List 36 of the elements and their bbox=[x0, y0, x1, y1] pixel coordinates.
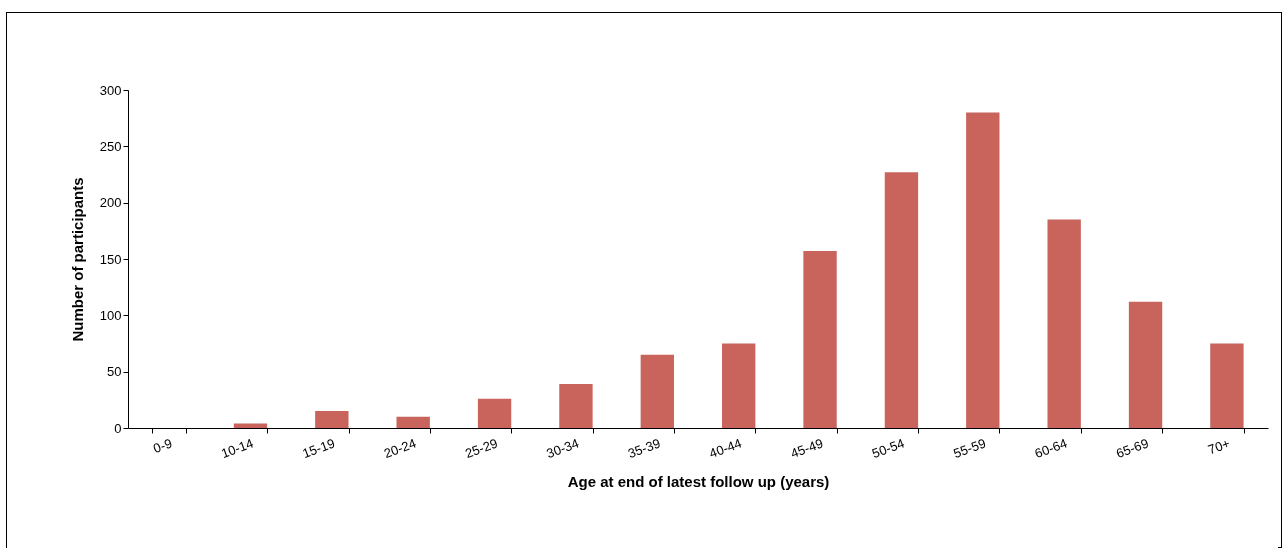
x-tick-label: 70+ bbox=[1205, 435, 1232, 458]
x-tick-label: 30-34 bbox=[544, 435, 581, 462]
x-tick-label: 50-54 bbox=[870, 435, 907, 462]
bar bbox=[477, 398, 512, 428]
x-tick-label: 20-24 bbox=[381, 435, 419, 462]
bar bbox=[640, 354, 674, 428]
x-tick-label: 25-29 bbox=[463, 435, 500, 462]
bar bbox=[233, 423, 268, 428]
bar bbox=[884, 172, 919, 428]
y-tick-label: 250 bbox=[99, 138, 122, 154]
x-tick-label: 10-14 bbox=[219, 435, 256, 462]
x-tick-label: 60-64 bbox=[1032, 435, 1070, 462]
bar bbox=[966, 112, 1000, 428]
bar bbox=[722, 343, 756, 428]
bar bbox=[315, 411, 349, 428]
bar bbox=[1210, 343, 1244, 428]
bar bbox=[1047, 219, 1081, 428]
y-tick-label: 50 bbox=[107, 364, 122, 380]
x-tick-label: 45-49 bbox=[788, 435, 825, 462]
x-axis-title: Age at end of latest follow up (years) bbox=[567, 473, 830, 491]
x-tick-label: 35-39 bbox=[625, 435, 663, 462]
y-tick-label: 300 bbox=[99, 82, 122, 98]
y-axis-title: Number of participants bbox=[68, 177, 86, 342]
bar bbox=[559, 384, 593, 428]
x-tick-label: 0-9 bbox=[151, 435, 175, 457]
x-tick-label: 15-19 bbox=[300, 435, 337, 462]
y-tick-label: 200 bbox=[99, 195, 122, 211]
x-tick-label: 40-44 bbox=[707, 435, 744, 462]
x-tick-label: 55-59 bbox=[951, 435, 988, 462]
y-tick-label: 100 bbox=[99, 307, 122, 323]
y-tick-label: 150 bbox=[99, 251, 122, 267]
bar bbox=[803, 251, 837, 428]
bar bbox=[1128, 301, 1163, 428]
y-tick-label: 0 bbox=[114, 420, 122, 436]
x-tick-label: 65-69 bbox=[1114, 435, 1151, 462]
bar bbox=[396, 416, 430, 428]
